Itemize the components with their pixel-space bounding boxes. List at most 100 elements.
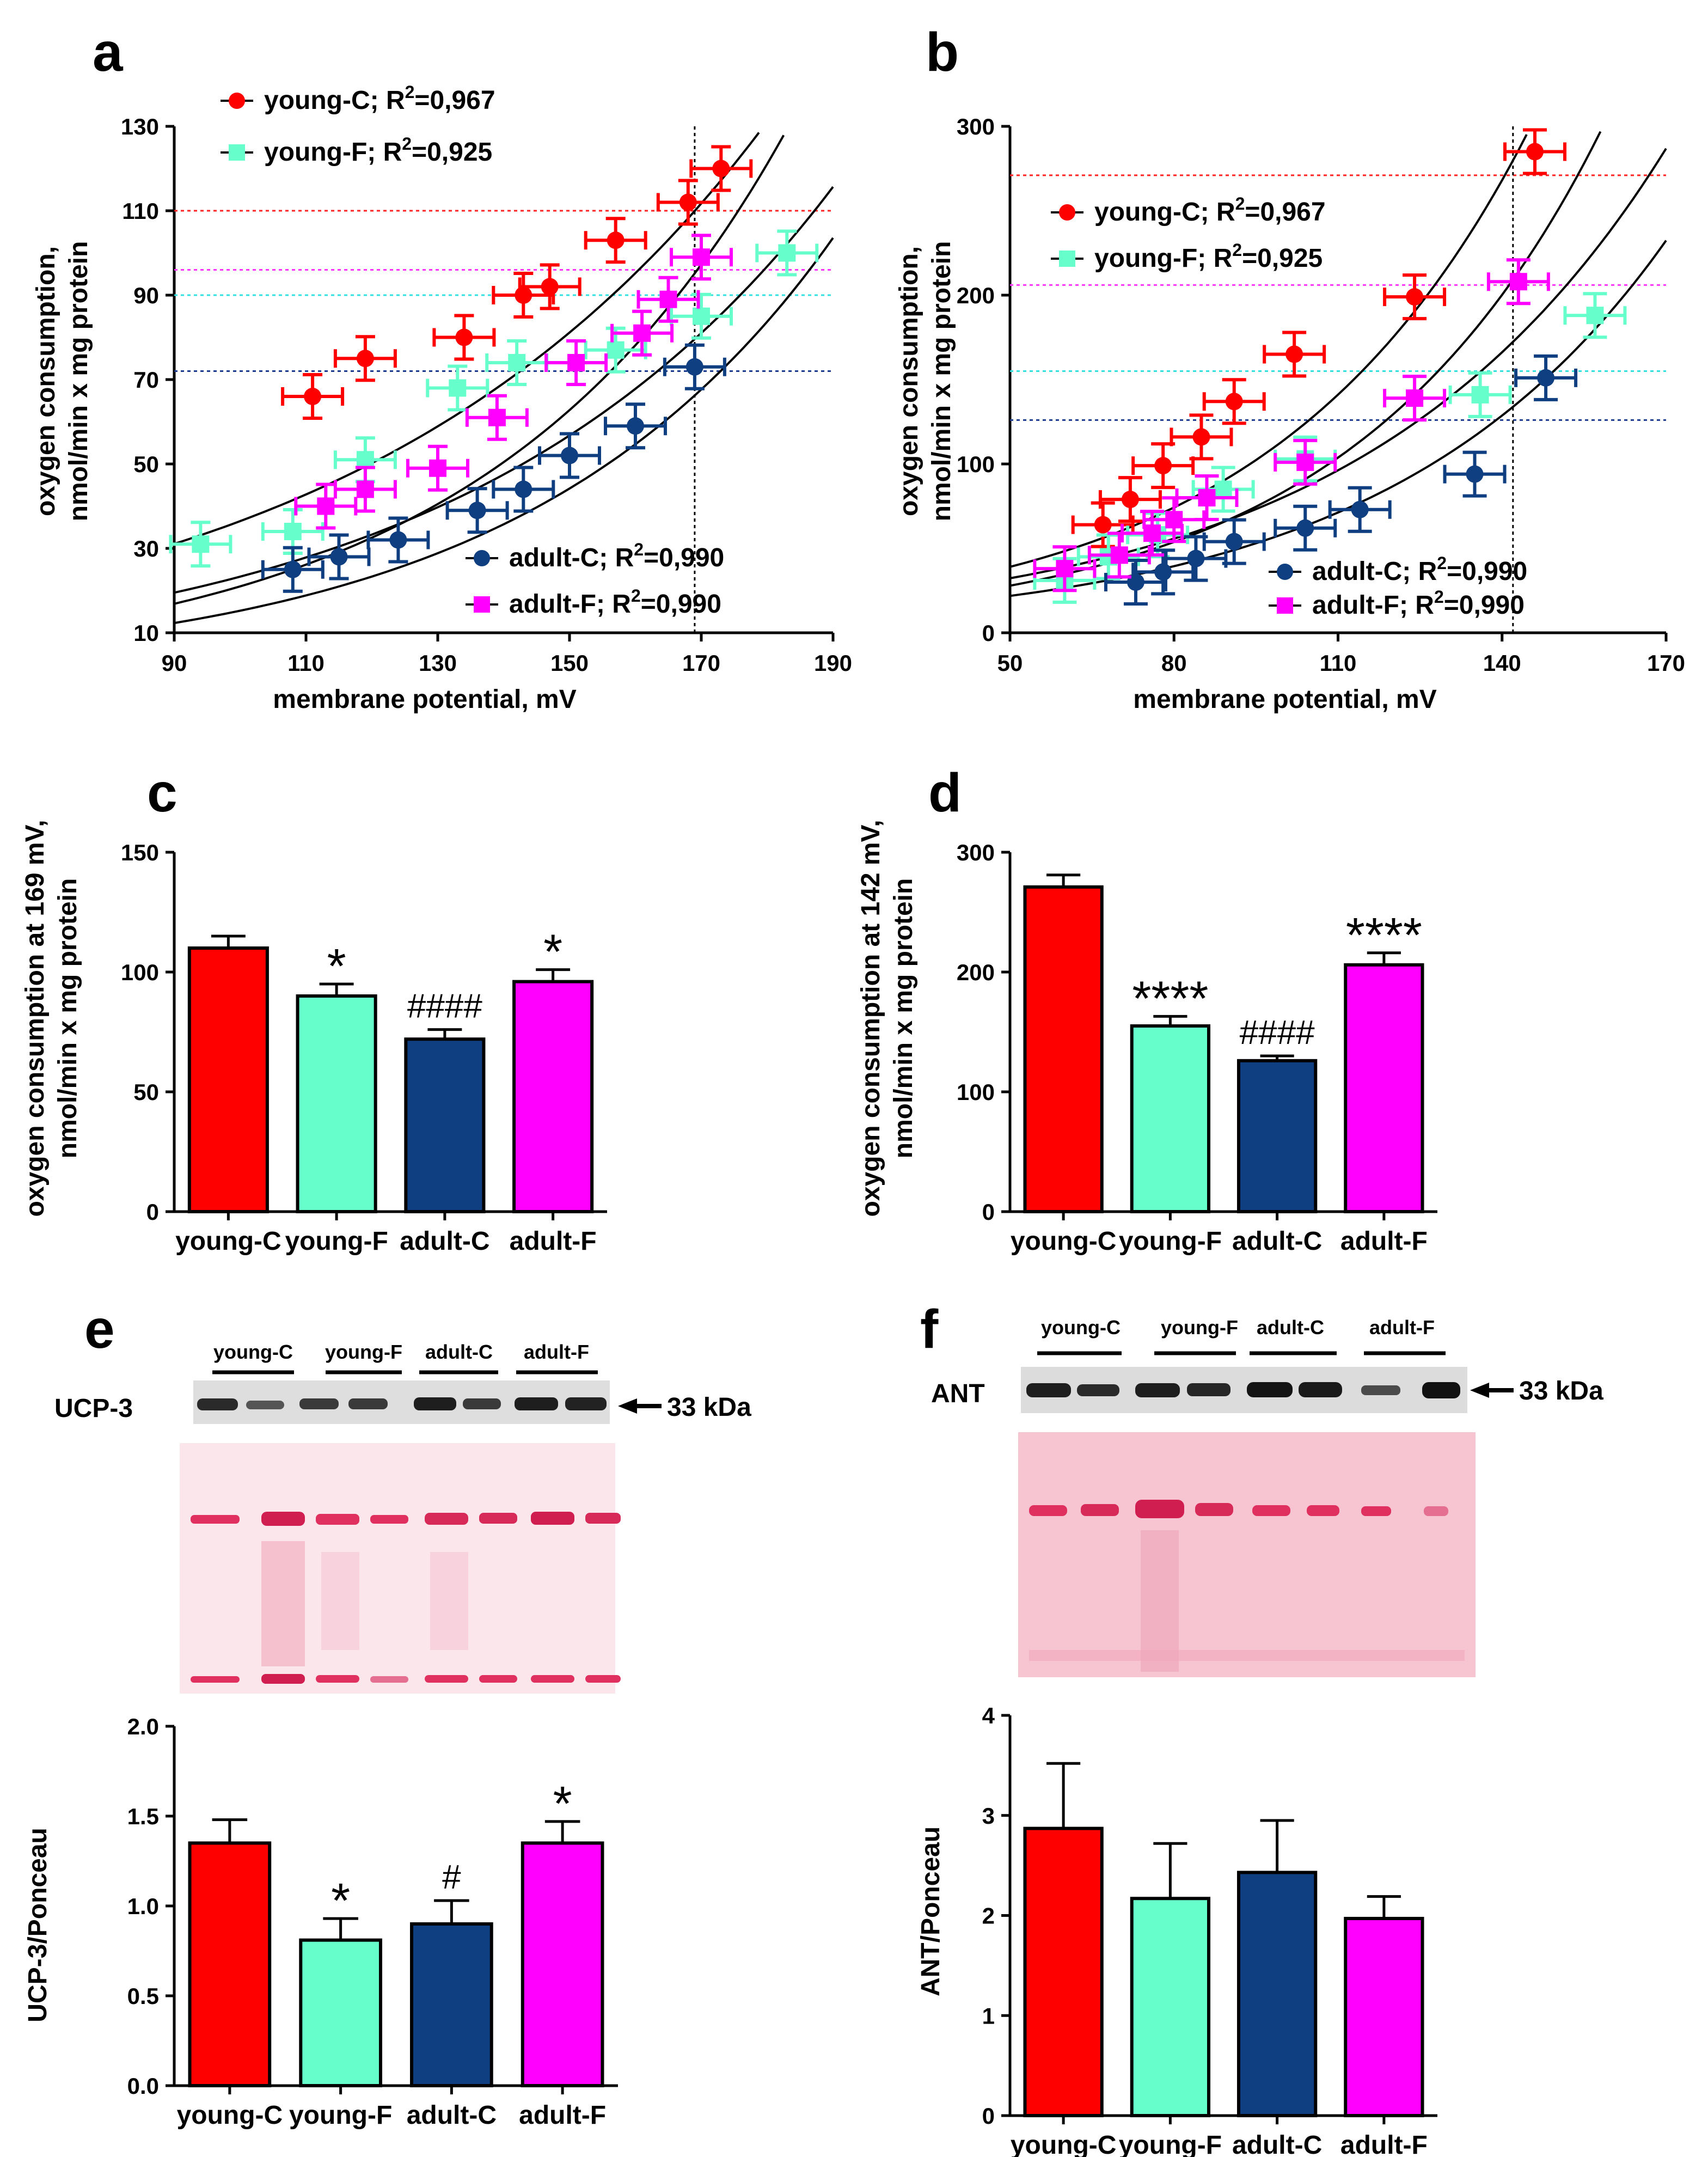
data-point-adult-f — [465, 394, 529, 441]
data-point-adult-f — [544, 339, 608, 386]
svg-text:nmol/min x mg protein: nmol/min x mg protein — [927, 241, 956, 522]
data-point-adult-f — [1486, 258, 1550, 305]
y-tick-label-d: 300 — [957, 840, 995, 865]
x-tick-label-young-c: young-C — [1011, 2131, 1117, 2157]
x-tick-label-a: 130 — [419, 650, 457, 676]
point-marker — [633, 324, 651, 342]
point-marker — [449, 379, 467, 397]
y-tick-label-e: 0.5 — [127, 1983, 159, 2009]
data-point-young-f — [755, 229, 819, 277]
point-marker — [1526, 143, 1544, 161]
significance-hash: # — [442, 1859, 461, 1896]
point-marker — [1296, 453, 1314, 471]
point-marker — [1285, 345, 1303, 363]
point-marker — [778, 244, 796, 262]
point-marker — [627, 417, 644, 435]
x-tick-label-young-c: young-C — [1011, 1227, 1117, 1256]
ponceau-f — [1018, 1432, 1476, 1677]
data-point-adult-f — [1121, 510, 1184, 557]
x-tick-label-young-f: young-F — [285, 1227, 388, 1256]
bar-young-f — [299, 1938, 382, 2087]
svg-text:ANT/Ponceau: ANT/Ponceau — [916, 1826, 945, 1996]
legend-a: young-C; R2=0,967 young-F; R2=0,925 — [221, 82, 495, 167]
data-point-young-c — [1263, 331, 1326, 378]
x-tick-label-a: 90 — [162, 650, 187, 676]
panel-label-d: d — [928, 762, 962, 823]
data-point-young-f — [670, 292, 733, 340]
fit-curve-young-c — [1009, 134, 1528, 568]
y-tick-label-a: 110 — [122, 198, 159, 224]
legend-marker-young-c — [1059, 204, 1075, 221]
y-tick-label-c: 0 — [146, 1199, 159, 1225]
x-tick-label-adult-c: adult-C — [407, 2101, 497, 2130]
bar-young-c — [187, 946, 269, 1213]
y-tick-label-f: 2 — [982, 1903, 995, 1929]
data-point-adult-f — [1383, 375, 1447, 422]
data-point-adult-c — [1164, 535, 1228, 582]
point-marker — [1121, 491, 1139, 509]
bar-adult-c — [1236, 1059, 1318, 1214]
ponceau-f-bands — [1029, 1500, 1465, 1672]
point-marker — [685, 358, 703, 376]
plot-area-c: 0 50 100 150 young-C young-F * adult-C #### adult… — [121, 840, 607, 1256]
data-point-adult-c — [445, 487, 509, 534]
point-marker — [429, 459, 446, 477]
bar-adult-c — [410, 1922, 493, 2087]
blot-f-kda: 33 kDa — [1519, 1377, 1603, 1406]
bar-young-c — [1023, 885, 1104, 1214]
point-marker — [1537, 369, 1555, 387]
y-axis-label-b: oxygen consumption, nmol/min x mg protei… — [895, 241, 956, 522]
point-marker — [1154, 457, 1172, 475]
panel-label-b: b — [926, 22, 959, 83]
data-point-young-f — [169, 521, 232, 568]
point-marker — [1225, 393, 1243, 411]
point-marker — [330, 548, 348, 566]
point-marker — [1094, 516, 1112, 534]
point-marker — [1056, 560, 1074, 578]
data-point-adult-c — [1274, 504, 1337, 552]
point-marker — [1586, 307, 1604, 325]
significance-asterisk: **** — [1346, 908, 1422, 963]
point-marker — [1127, 573, 1144, 591]
significance-asterisk: * — [553, 1777, 572, 1831]
data-point-young-c — [584, 217, 647, 264]
data-point-adult-c — [1443, 450, 1507, 498]
significance-asterisk: * — [543, 925, 562, 980]
point-marker — [317, 497, 335, 515]
plot-area-e: 0.0 0.5 1.0 1.5 2.0 young-C young-F * adult-C # ad… — [127, 1714, 618, 2130]
x-tick-label-adult-f: adult-F — [519, 2101, 606, 2130]
significance-asterisk: * — [331, 1874, 350, 1928]
y-tick-label-e: 1.0 — [127, 1893, 159, 1919]
data-point-young-f — [1076, 533, 1140, 581]
point-marker — [1509, 273, 1527, 291]
y-tick-label-b: 100 — [957, 451, 995, 477]
y-tick-label-d: 200 — [957, 960, 995, 985]
point-marker — [1187, 549, 1205, 567]
panel-label-c: c — [147, 762, 177, 823]
y-tick-label-b: 0 — [982, 620, 995, 646]
x-tick-label-young-c: young-C — [175, 1227, 281, 1256]
point-marker — [389, 531, 407, 549]
bar-young-f — [1130, 1024, 1211, 1213]
svg-text:oxygen consumption,: oxygen consumption, — [895, 246, 923, 516]
data-point-young-f — [426, 364, 489, 412]
legend-b-adult-f: adult-F; R2=0,990 — [1312, 587, 1525, 620]
fit-curve-young-f — [174, 186, 834, 594]
x-tick-label-young-f: young-F — [1119, 2131, 1222, 2157]
bar-young-f — [296, 994, 377, 1213]
data-point-young-c — [1202, 378, 1266, 425]
significance-asterisk: **** — [1132, 971, 1208, 1026]
data-point-adult-f — [333, 466, 397, 513]
point-marker — [561, 447, 578, 465]
blot-f-bands — [1026, 1382, 1460, 1398]
y-tick-label-f: 1 — [982, 2003, 995, 2028]
point-marker — [1214, 480, 1232, 498]
point-marker — [712, 160, 730, 178]
y-tick-label-c: 150 — [121, 840, 159, 865]
x-tick-label-a: 190 — [814, 650, 852, 676]
point-marker — [468, 502, 486, 520]
y-tick-label-d: 0 — [982, 1199, 995, 1225]
blot-e-protein-label: UCP-3 — [54, 1394, 133, 1423]
legend-marker-adult-c — [1277, 564, 1293, 580]
